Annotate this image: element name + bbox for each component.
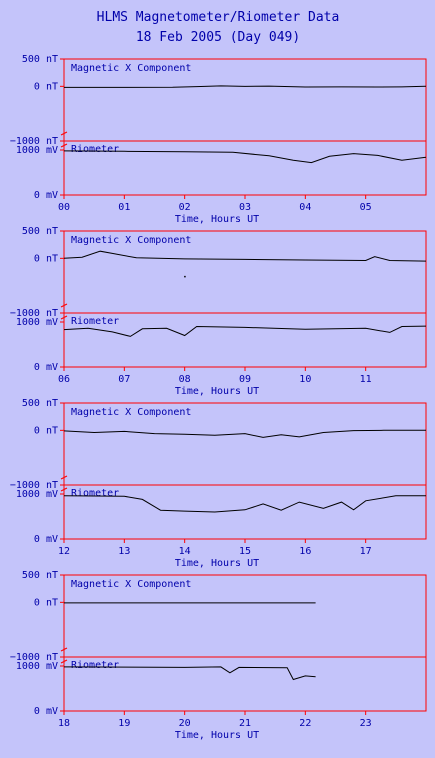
x-tick-label: 06 [58, 374, 70, 385]
rio-trace [63, 495, 426, 513]
chart-title-line1: HLMS Magnetometer/Riometer Data [97, 10, 340, 25]
mag-y-tick-label: −1000 nT [10, 480, 58, 491]
rio-trace [63, 666, 316, 681]
x-tick-label: 16 [299, 546, 311, 557]
mag-y-tick-label: 500 nT [22, 54, 58, 65]
mag-y-tick-label: 500 nT [22, 570, 58, 581]
x-tick-label: 17 [360, 546, 372, 557]
rio-y-tick-label: 0 mV [34, 362, 58, 373]
mag-y-tick-label: 0 nT [34, 425, 58, 436]
x-axis-label: Time, Hours UT [175, 386, 259, 397]
mag-series-label: Magnetic X Component [71, 407, 191, 418]
x-tick-label: 12 [58, 546, 70, 557]
rio-series-label: Riometer [71, 488, 119, 499]
rio-y-tick-label: 0 mV [34, 190, 58, 201]
mag-series-label: Magnetic X Component [71, 579, 191, 590]
x-tick-label: 02 [179, 202, 191, 213]
axis-break-mark [60, 131, 68, 148]
x-tick-label: 07 [118, 374, 130, 385]
rio-series-label: Riometer [71, 316, 119, 327]
x-axis-label: Time, Hours UT [175, 214, 259, 225]
mag-y-tick-label: 500 nT [22, 226, 58, 237]
x-tick-label: 01 [118, 202, 130, 213]
rio-trace [63, 325, 427, 337]
axis-break-mark [60, 475, 68, 492]
mag-series-label: Magnetic X Component [71, 63, 191, 74]
mag-y-tick-label: −1000 nT [10, 308, 58, 319]
rio-y-tick-label: 1000 mV [16, 145, 58, 156]
mag-outlier-point [184, 275, 186, 278]
mag-trace [63, 429, 426, 438]
rio-series-label: Riometer [71, 144, 119, 155]
axis-break-mark [60, 647, 68, 664]
mag-trace [63, 250, 427, 262]
x-axis-label: Time, Hours UT [175, 558, 259, 569]
rio-y-tick-label: 1000 mV [16, 489, 58, 500]
x-tick-label: 09 [239, 374, 251, 385]
x-tick-label: 00 [58, 202, 70, 213]
x-tick-label: 19 [118, 718, 130, 729]
x-tick-label: 20 [179, 718, 191, 729]
x-tick-label: 14 [179, 546, 191, 557]
rio-trace [63, 150, 427, 164]
mag-y-tick-label: 0 nT [34, 81, 58, 92]
rio-y-tick-label: 1000 mV [16, 317, 58, 328]
rio-y-tick-label: 1000 mV [16, 661, 58, 672]
x-tick-label: 13 [118, 546, 130, 557]
x-tick-label: 23 [360, 718, 372, 729]
x-axis-label: Time, Hours UT [175, 730, 259, 741]
mag-y-tick-label: −1000 nT [10, 652, 58, 663]
x-tick-label: 05 [360, 202, 372, 213]
x-tick-label: 15 [239, 546, 251, 557]
x-tick-label: 03 [239, 202, 251, 213]
mag-trace [64, 85, 427, 88]
x-tick-label: 11 [360, 374, 372, 385]
x-tick-label: 10 [299, 374, 311, 385]
chart-title-line2: 18 Feb 2005 (Day 049) [136, 30, 300, 45]
x-tick-label: 04 [299, 202, 311, 213]
axis-break-mark [60, 303, 68, 320]
rio-y-tick-label: 0 mV [34, 534, 58, 545]
rio-y-tick-label: 0 mV [34, 706, 58, 717]
x-tick-label: 22 [299, 718, 311, 729]
mag-y-tick-label: 0 nT [34, 597, 58, 608]
rio-series-label: Riometer [71, 660, 119, 671]
mag-y-tick-label: 500 nT [22, 398, 58, 409]
mag-y-tick-label: 0 nT [34, 253, 58, 264]
x-tick-label: 08 [179, 374, 191, 385]
mag-series-label: Magnetic X Component [71, 235, 191, 246]
mag-y-tick-label: −1000 nT [10, 136, 58, 147]
x-tick-label: 18 [58, 718, 70, 729]
x-tick-label: 21 [239, 718, 251, 729]
